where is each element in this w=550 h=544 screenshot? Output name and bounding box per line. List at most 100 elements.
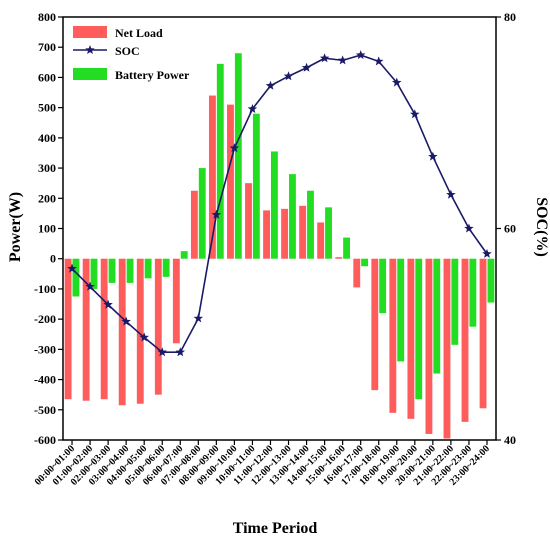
legend-label-net-load: Net Load (115, 26, 163, 40)
net-load-bar (335, 257, 343, 259)
legend-marker-soc (85, 45, 95, 55)
battery-power-bar (307, 190, 314, 259)
y-left-tick-label: 300 (38, 161, 56, 175)
net-load-bar (154, 258, 162, 395)
net-load-bar (172, 258, 180, 344)
net-load-bar (245, 183, 252, 259)
x-axis-title: Time Period (233, 520, 318, 537)
net-load-bar (227, 104, 234, 259)
net-load-bar (64, 258, 72, 400)
soc-star-marker (247, 104, 258, 114)
battery-power-bar (126, 258, 134, 283)
soc-star-marker (337, 55, 348, 65)
net-load-bar (82, 258, 90, 401)
net-load-bar (425, 258, 433, 434)
soc-star-marker (446, 189, 456, 199)
legend: Net Load SOC Battery Power (73, 26, 190, 82)
net-load-bar (190, 190, 198, 259)
battery-power-bar (234, 53, 242, 259)
soc-line-group (67, 50, 492, 357)
y-left-tick-label: -600 (34, 433, 56, 447)
soc-star-marker (103, 299, 113, 309)
battery-power-bar (361, 258, 369, 267)
y-left-tick-label: 800 (38, 10, 56, 24)
legend-swatch-battery-power (73, 68, 107, 80)
soc-star-marker (265, 80, 276, 90)
soc-star-marker (355, 50, 366, 60)
battery-power-bar (108, 258, 116, 283)
net-load-bar (479, 258, 487, 409)
y-left-tick-label: 0 (50, 252, 56, 266)
battery-power-bar (72, 258, 80, 297)
y-right-tick-label: 80 (504, 10, 516, 24)
battery-power-bar (270, 151, 278, 259)
soc-star-marker (283, 71, 294, 81)
battery-power-bar (90, 258, 98, 289)
legend-swatch-net-load (73, 26, 107, 38)
soc-star-marker (392, 77, 402, 87)
net-load-bar (443, 258, 451, 439)
y-right-tick-label: 40 (504, 433, 516, 447)
soc-star-marker (85, 281, 95, 291)
battery-power-bar (451, 258, 459, 345)
bars-group (64, 53, 495, 439)
y-axis-left-title: Power(W) (7, 192, 24, 262)
battery-power-bar (487, 258, 495, 303)
soc-star-marker (373, 56, 384, 66)
battery-power-bar (469, 258, 477, 327)
soc-star-marker (67, 263, 77, 273)
y-left-tick-label: -200 (34, 312, 56, 326)
net-load-bar (281, 208, 289, 259)
y-axis-right-title: SOC(%) (533, 197, 550, 257)
y-left-tick-label: 100 (38, 222, 56, 236)
battery-power-bar (289, 174, 296, 259)
y-left-tick-label: 500 (38, 101, 56, 115)
axis-ticks-group: -600 -500 -400 -300 -200 -100 0 100 200 300 400 500… (33, 10, 516, 488)
battery-power-bar (180, 251, 188, 259)
soc-star-marker (193, 313, 204, 323)
battery-power-bar (162, 258, 170, 277)
y-left-tick-label: 700 (38, 40, 56, 54)
y-left-tick-label: 600 (38, 70, 56, 84)
net-load-bar (407, 258, 415, 419)
net-load-bar (263, 210, 270, 259)
net-load-bar (136, 258, 144, 404)
y-left-tick-label: -500 (34, 403, 56, 417)
soc-star-marker (175, 347, 186, 357)
battery-power-bar (144, 258, 152, 279)
soc-star-marker (319, 53, 330, 63)
battery-power-bar (252, 113, 260, 259)
y-right-tick-label: 60 (504, 222, 516, 236)
y-left-tick-label: -100 (34, 282, 56, 296)
soc-star-marker (211, 209, 222, 219)
net-load-bar (389, 258, 397, 413)
soc-star-marker (410, 109, 420, 119)
soc-star-marker (157, 347, 167, 357)
net-load-bar (208, 95, 216, 259)
soc-star-marker (121, 316, 131, 326)
net-load-bar (118, 258, 126, 406)
battery-power-bar (415, 258, 423, 400)
net-load-bar (299, 205, 307, 259)
battery-power-bar (325, 207, 332, 259)
y-left-tick-label: 400 (38, 131, 56, 145)
net-load-bar (317, 222, 325, 259)
y-left-tick-label: -300 (34, 342, 56, 356)
net-load-bar (371, 258, 379, 391)
legend-label-battery-power: Battery Power (115, 68, 190, 82)
net-load-bar (353, 258, 361, 288)
soc-star-marker (229, 143, 240, 153)
net-load-bar (100, 258, 108, 400)
soc-star-marker (482, 248, 492, 258)
legend-label-soc: SOC (115, 44, 140, 58)
y-left-tick-label: 200 (38, 191, 56, 205)
soc-line (71, 54, 488, 354)
soc-star-marker (464, 223, 474, 233)
y-left-tick-label: -400 (34, 373, 56, 387)
net-load-bar (461, 258, 469, 422)
battery-power-bar (379, 258, 387, 314)
soc-star-marker (139, 332, 149, 342)
battery-power-bar (343, 237, 351, 259)
battery-power-bar (198, 168, 206, 259)
